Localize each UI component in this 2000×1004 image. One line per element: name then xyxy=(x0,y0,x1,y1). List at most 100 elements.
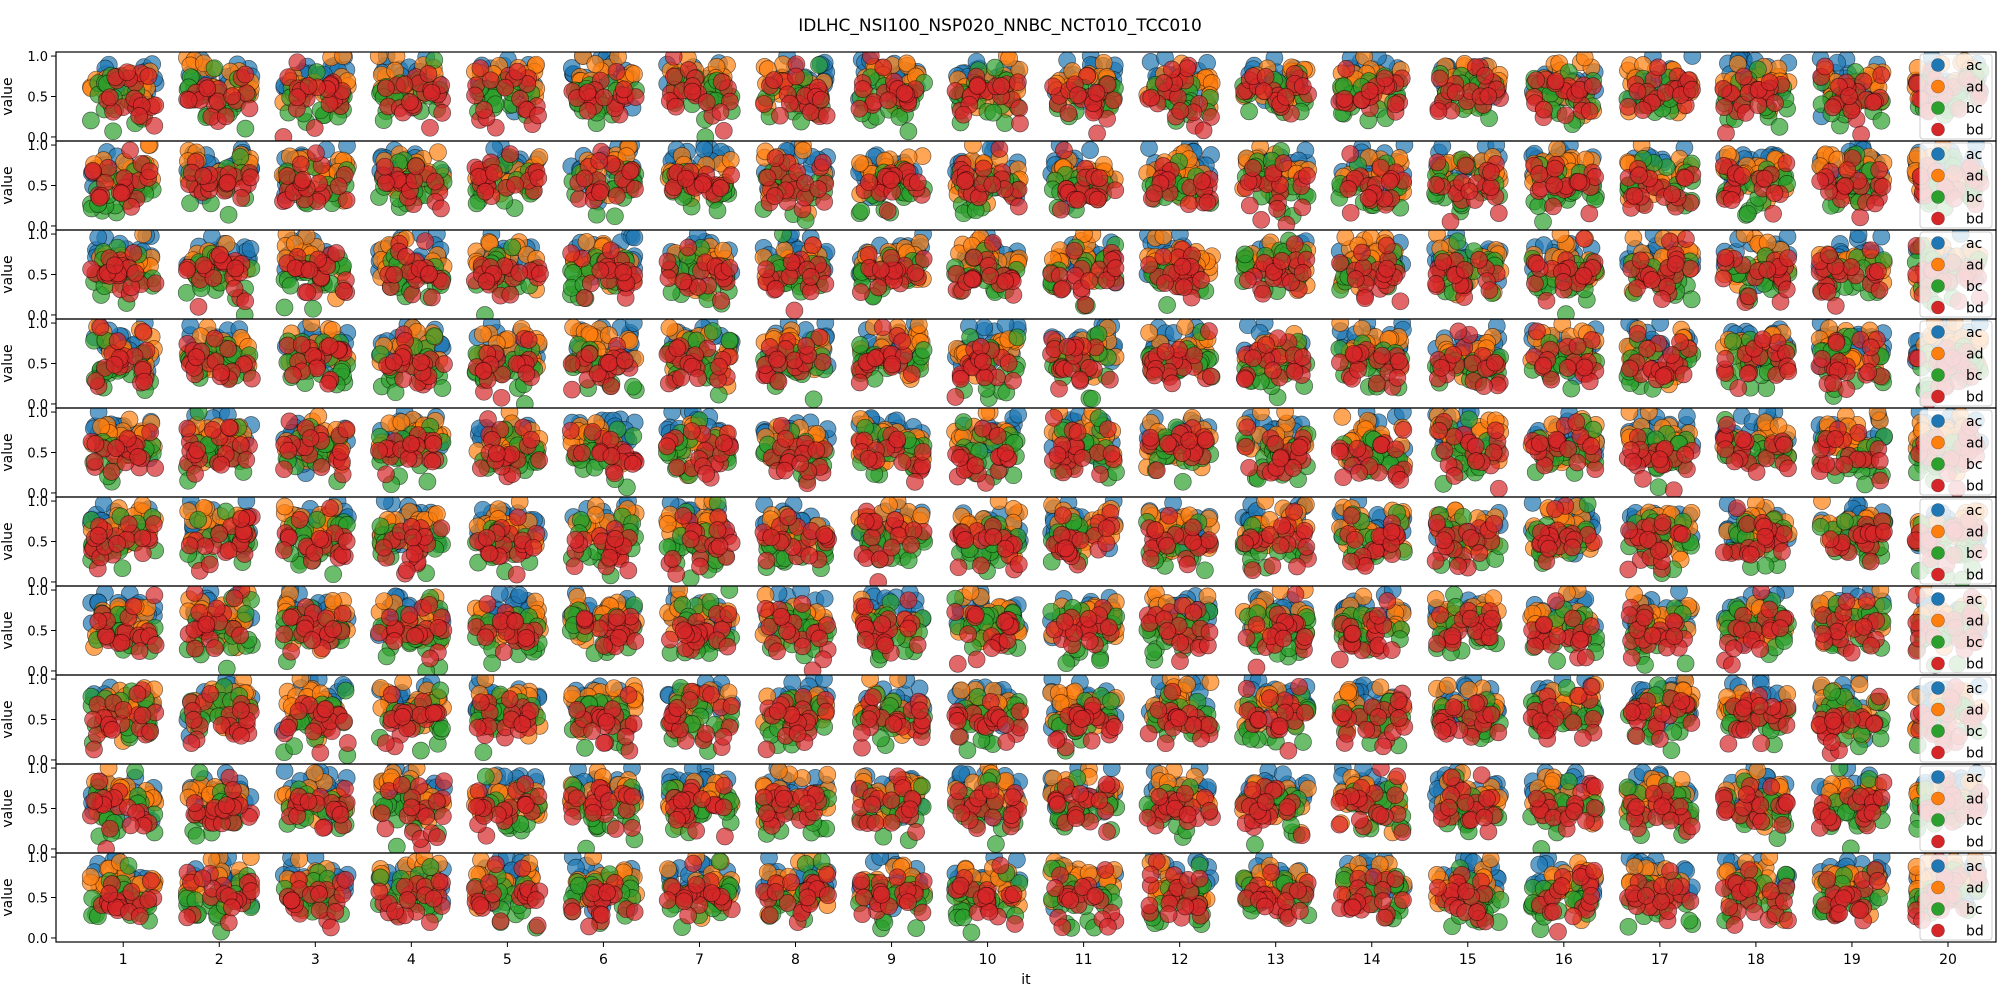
data-point-bd xyxy=(1387,96,1404,113)
legend-label-ac: ac xyxy=(1966,236,1982,252)
data-point-bd xyxy=(377,174,394,191)
data-point-bd xyxy=(306,120,323,137)
data-point-bd xyxy=(579,84,596,101)
data-point-bd xyxy=(596,89,613,106)
data-point-bd xyxy=(135,323,152,340)
data-point-bd xyxy=(1620,98,1637,115)
data-point-bd xyxy=(1678,231,1695,248)
data-point-bd xyxy=(852,284,869,301)
data-point-bc xyxy=(985,104,1002,121)
data-point-bd xyxy=(84,162,101,179)
data-point-bc xyxy=(986,59,1003,76)
data-point-bd xyxy=(408,158,425,175)
data-point-bd xyxy=(1677,170,1694,187)
data-point-bd xyxy=(1342,146,1359,163)
legend-marker-bc xyxy=(1932,280,1945,293)
data-point-bd xyxy=(1107,260,1124,277)
data-point-bd xyxy=(530,170,547,187)
data-point-bd xyxy=(1378,237,1395,254)
data-point-bd xyxy=(1241,197,1258,214)
data-point-bd xyxy=(592,262,609,279)
data-point-bd xyxy=(1740,288,1757,305)
data-point-bd xyxy=(1718,125,1735,142)
data-point-bd xyxy=(1555,274,1572,291)
data-point-bd xyxy=(997,273,1014,290)
data-point-bd xyxy=(880,92,897,109)
data-point-bd xyxy=(1273,252,1290,269)
data-point-bd xyxy=(1839,162,1856,179)
data-point-bd xyxy=(433,200,450,217)
data-point-ad xyxy=(531,149,548,166)
data-point-bd xyxy=(984,176,1001,193)
data-point-bd xyxy=(907,264,924,281)
data-point-bd xyxy=(1629,83,1646,100)
data-point-bd xyxy=(417,233,434,250)
data-point-bd xyxy=(1179,60,1196,77)
data-point-bd xyxy=(233,190,250,207)
data-point-bd xyxy=(1684,81,1701,98)
data-point-bd xyxy=(975,160,992,177)
data-point-bc xyxy=(606,208,623,225)
legend-marker-bd xyxy=(1932,123,1945,136)
data-point-bc xyxy=(588,206,605,223)
data-point-bd xyxy=(1347,271,1364,288)
data-point-bd xyxy=(1528,72,1545,89)
data-point-bd xyxy=(421,266,438,283)
data-point-bd xyxy=(1009,74,1026,91)
data-point-bd xyxy=(788,68,805,85)
legend-label-ac: ac xyxy=(1966,147,1982,163)
data-point-bd xyxy=(814,154,831,171)
data-point-bd xyxy=(1657,84,1674,101)
data-point-bd xyxy=(1483,164,1500,181)
data-point-bd xyxy=(1060,105,1077,122)
data-point-ac xyxy=(1082,142,1099,159)
data-point-bd xyxy=(1052,201,1069,218)
data-point-ac xyxy=(626,229,643,246)
data-point-bd xyxy=(1155,75,1172,92)
data-point-bd xyxy=(217,108,234,125)
data-point-bc xyxy=(1159,297,1176,314)
data-point-bd xyxy=(1734,167,1751,184)
data-point-bd xyxy=(812,91,829,108)
legend-marker-bc xyxy=(1932,191,1945,204)
data-point-bd xyxy=(1010,198,1027,215)
data-point-bd xyxy=(100,159,117,176)
data-point-bd xyxy=(1269,200,1286,217)
data-point-bd xyxy=(1193,272,1210,289)
data-point-bd xyxy=(308,145,325,162)
data-point-bd xyxy=(1361,82,1378,99)
data-point-bd xyxy=(1175,279,1192,296)
data-point-bd xyxy=(712,292,729,309)
data-point-bd xyxy=(810,181,827,198)
data-point-bd xyxy=(423,84,440,101)
data-point-bd xyxy=(1277,88,1294,105)
data-point-bd xyxy=(1174,258,1191,275)
data-point-ad xyxy=(1625,229,1642,246)
data-point-bd xyxy=(386,266,403,283)
data-point-bc xyxy=(276,299,293,316)
chart-title: IDLHC_NSI100_NSP020_NNBC_NCT010_TCC010 xyxy=(0,16,2000,36)
data-point-bd xyxy=(1392,293,1409,310)
data-point-bd xyxy=(211,246,228,263)
data-point-bd xyxy=(485,164,502,181)
data-point-bd xyxy=(275,129,292,146)
data-point-bd xyxy=(141,163,158,180)
data-point-bd xyxy=(1180,196,1197,213)
legend-label-ad: ad xyxy=(1966,258,1983,274)
data-point-bd xyxy=(659,253,676,270)
data-point-bd xyxy=(712,180,729,197)
data-point-bd xyxy=(119,64,136,81)
data-point-bd xyxy=(1570,173,1587,190)
data-point-bd xyxy=(1378,260,1395,277)
data-point-bd xyxy=(1428,276,1445,293)
data-point-bc xyxy=(1771,118,1788,135)
data-point-bd xyxy=(766,72,783,89)
data-point-bd xyxy=(180,92,197,109)
data-point-bd xyxy=(660,270,677,287)
data-point-bd xyxy=(957,173,974,190)
data-point-bd xyxy=(237,293,254,310)
